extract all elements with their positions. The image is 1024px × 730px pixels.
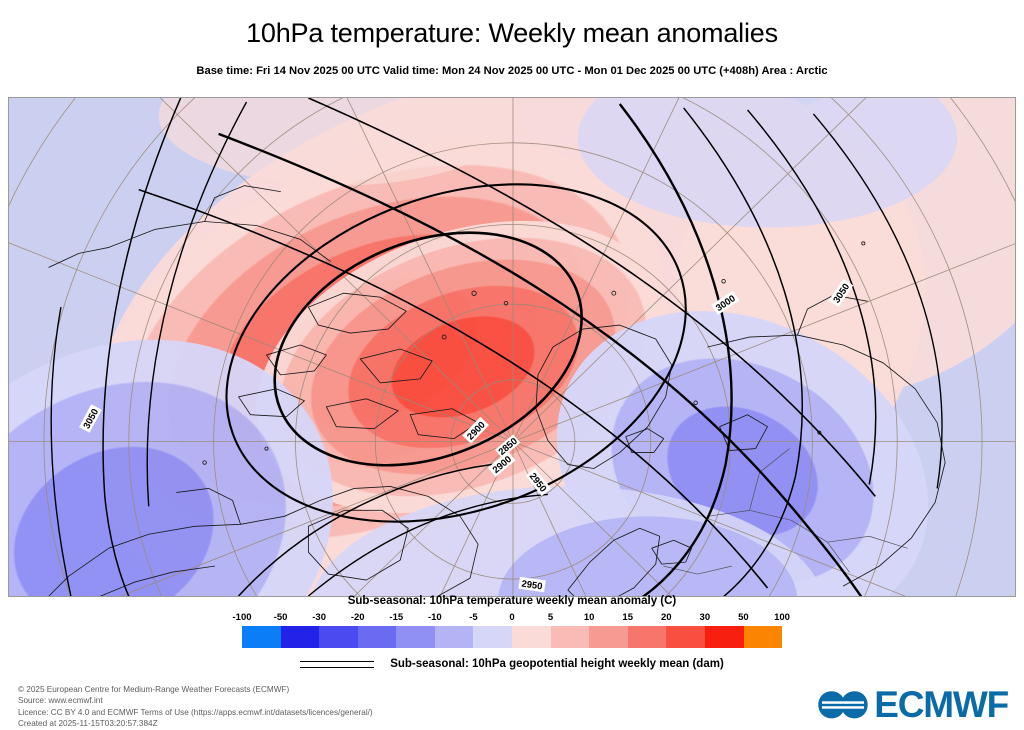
colorbar-swatch [550, 626, 590, 648]
colorbar-tick-label: 10 [583, 612, 595, 623]
colorbar-swatch [627, 626, 667, 648]
colorbar-tick-label: 0 [509, 612, 515, 623]
contour-legend-label: Sub-seasonal: 10hPa geopotential height … [390, 658, 724, 670]
colorbar-swatch [589, 626, 628, 648]
footer-line-created: Created at 2025-11-15T03:20:57.384Z [18, 719, 158, 729]
colorbar-swatch [434, 626, 474, 648]
colorbar-tick-label: 30 [699, 612, 711, 623]
colorbar-swatch [743, 626, 783, 648]
colorbar-tick-label: 50 [738, 612, 749, 623]
colorbar-swatch [704, 626, 744, 648]
footer-credits: © 2025 European Centre for Medium-Range … [18, 684, 373, 730]
colorbar-tick-label: -5 [469, 612, 478, 623]
ecmwf-logo[interactable]: ECMWF [817, 684, 1009, 725]
colorbar-tick-label: 5 [547, 612, 554, 623]
colorbar-swatch [473, 626, 513, 648]
contour-legend: Sub-seasonal: 10hPa geopotential height … [0, 657, 1024, 671]
colorbar-swatch [357, 626, 397, 648]
colorbar-tick-label: -15 [389, 612, 404, 623]
colorbar-tick-label: -100 [232, 612, 252, 623]
page-title: 10hPa temperature: Weekly mean anomalies [246, 18, 778, 48]
colorbar-tick-label: -20 [350, 612, 365, 623]
chart-subtitle: Base time: Fri 14 Nov 2025 00 UTC Valid … [196, 65, 828, 77]
colorbar-tick-label: -10 [427, 612, 442, 623]
ecmwf-wordmark: ECMWF [874, 684, 1009, 725]
arctic-anomaly-map: 3000 3050 3050 2900 2850 [9, 98, 1015, 596]
colorbar-swatch [242, 626, 281, 648]
colorbar-tick-label: 100 [774, 612, 790, 623]
geopotential-contours [50, 98, 943, 596]
svg-text:2950: 2950 [521, 579, 543, 593]
colorbar-tick-label: 20 [660, 612, 672, 623]
colorbar-swatch [319, 626, 358, 648]
colorbar-swatch [280, 626, 320, 648]
colorbar-gradient[interactable] [242, 626, 783, 648]
colorbar-ticks: -100 -50 -30 -20 -15 -10 -5 0 5 10 15 20 30 50 100 [232, 612, 789, 626]
colorbar-block: Sub-seasonal: 10hPa temperature weekly m… [0, 594, 1024, 648]
colorbar-tick-label: -50 [273, 612, 288, 623]
footer-line-licence[interactable]: Licence: CC BY 4.0 and ECMWF Terms of Us… [18, 707, 373, 717]
ecmwf-cloud-icon [818, 691, 868, 719]
colorbar-caption: Sub-seasonal: 10hPa temperature weekly m… [347, 595, 677, 607]
colorbar-swatch [512, 626, 551, 648]
colorbar-swatch [396, 626, 435, 648]
footer-line-copyright: © 2025 European Centre for Medium-Range … [18, 685, 290, 694]
footer-line-source: Source: www.ecmwf.int [18, 696, 103, 706]
contour-line-swatch [300, 660, 375, 669]
map-panel[interactable]: 3000 3050 3050 2900 2850 [8, 97, 1016, 597]
colorbar-tick-label: 15 [622, 612, 633, 623]
colorbar-tick-label: -30 [312, 612, 327, 623]
colorbar-swatch [666, 626, 705, 648]
